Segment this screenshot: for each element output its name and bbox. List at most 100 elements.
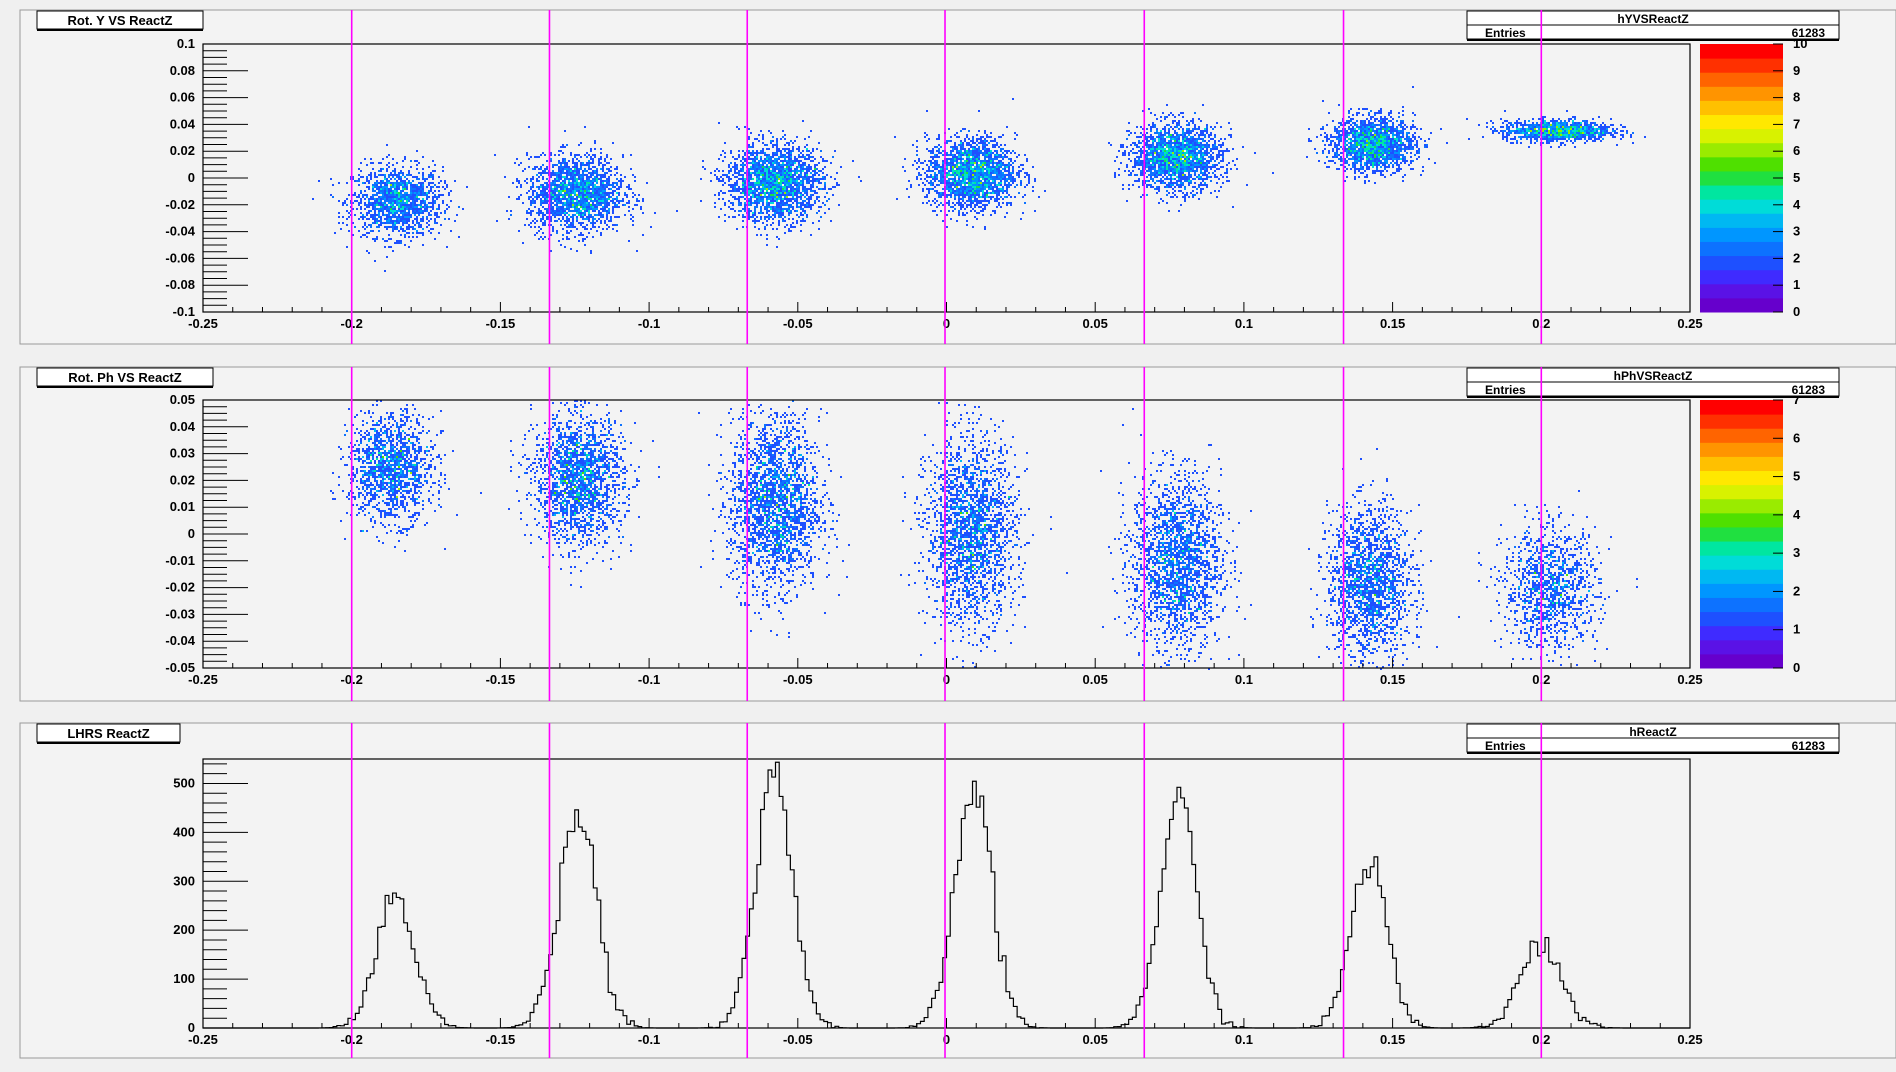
heat-bin xyxy=(544,188,546,190)
heat-bin xyxy=(434,194,436,196)
heat-bin xyxy=(950,160,952,162)
heat-bin xyxy=(794,180,796,182)
heat-bin xyxy=(1188,170,1190,172)
heat-bin xyxy=(1164,166,1166,168)
heat-bin xyxy=(926,148,928,150)
heat-bin xyxy=(554,186,556,188)
heat-bin xyxy=(1160,164,1162,166)
heat-bin xyxy=(958,204,960,206)
heat-bin xyxy=(550,212,552,214)
heat-bin xyxy=(780,166,782,168)
heat-bin xyxy=(594,190,596,192)
heat-bin xyxy=(532,192,534,194)
heat-bin xyxy=(756,220,758,222)
heat-bin xyxy=(786,164,788,166)
heat-bin xyxy=(790,206,792,208)
heat-bin xyxy=(770,158,772,160)
heat-bin xyxy=(386,192,388,194)
heat-bin xyxy=(766,158,768,160)
heat-bin xyxy=(966,176,968,178)
heat-bin xyxy=(402,194,404,196)
heat-bin xyxy=(952,184,954,186)
heat-bin xyxy=(788,194,790,196)
heat-bin xyxy=(606,214,608,216)
heat-bin xyxy=(620,184,622,186)
heat-bin xyxy=(562,176,564,178)
heat-bin xyxy=(620,180,622,182)
heat-bin xyxy=(390,184,392,186)
heat-bin xyxy=(592,188,594,190)
heat-bin xyxy=(1154,138,1156,140)
heat-bin xyxy=(568,196,570,198)
heat-bin xyxy=(594,180,596,182)
heat-bin xyxy=(594,206,596,208)
heat-bin xyxy=(612,182,614,184)
heat-bin xyxy=(972,180,974,182)
heat-bin xyxy=(784,216,786,218)
heat-bin xyxy=(386,180,388,182)
heat-bin xyxy=(382,186,384,188)
heat-bin xyxy=(1032,186,1034,188)
heat-bin xyxy=(766,172,768,174)
heat-bin xyxy=(598,210,600,212)
heat-bin xyxy=(558,214,560,216)
heat-bin xyxy=(540,228,542,230)
heat-bin xyxy=(600,204,602,206)
heat-bin xyxy=(1142,140,1144,142)
heat-bin xyxy=(788,192,790,194)
heat-bin xyxy=(940,182,942,184)
heat-bin xyxy=(554,204,556,206)
heat-bin xyxy=(398,220,400,222)
heat-bin xyxy=(758,172,760,174)
heat-bin xyxy=(386,206,388,208)
heat-bin xyxy=(918,166,920,168)
heat-bin xyxy=(940,146,942,148)
heat-bin xyxy=(736,188,738,190)
heat-bin xyxy=(776,162,778,164)
heat-bin xyxy=(1166,202,1168,204)
heat-bin xyxy=(814,158,816,160)
heat-bin xyxy=(770,164,772,166)
heat-bin xyxy=(400,204,402,206)
heat-bin xyxy=(780,168,782,170)
heat-bin xyxy=(768,148,770,150)
heat-bin xyxy=(1018,192,1020,194)
heat-bin xyxy=(752,186,754,188)
heat-bin xyxy=(400,212,402,214)
heat-bin xyxy=(962,148,964,150)
heat-bin xyxy=(416,194,418,196)
heat-bin xyxy=(788,160,790,162)
heat-bin xyxy=(376,176,378,178)
heat-bin xyxy=(554,172,556,174)
heat-bin xyxy=(976,176,978,178)
heat-bin xyxy=(1022,212,1024,214)
heat-bin xyxy=(772,190,774,192)
heat-bin xyxy=(564,182,566,184)
heat-bin xyxy=(808,204,810,206)
heat-bin xyxy=(1182,196,1184,198)
heat-bin xyxy=(960,144,962,146)
heat-bin xyxy=(760,160,762,162)
heat-bin xyxy=(954,186,956,188)
heat-bin xyxy=(960,206,962,208)
heat-bin xyxy=(968,194,970,196)
heat-bin xyxy=(754,192,756,194)
heat-bin xyxy=(558,192,560,194)
heat-bin xyxy=(1150,166,1152,168)
heat-bin xyxy=(410,226,412,228)
heat-bin xyxy=(528,196,530,198)
heat-bin xyxy=(1190,182,1192,184)
heat-bin xyxy=(1114,160,1116,162)
heat-bin xyxy=(550,160,552,162)
heat-bin xyxy=(582,240,584,242)
heat-bin xyxy=(582,222,584,224)
heat-bin xyxy=(736,198,738,200)
heat-bin xyxy=(752,158,754,160)
heat-bin xyxy=(552,180,554,182)
heat-bin xyxy=(574,156,576,158)
heat-bin xyxy=(972,146,974,148)
heat-bin xyxy=(966,134,968,136)
heat-bin xyxy=(728,172,730,174)
heat-bin xyxy=(432,182,434,184)
heat-bin xyxy=(576,208,578,210)
